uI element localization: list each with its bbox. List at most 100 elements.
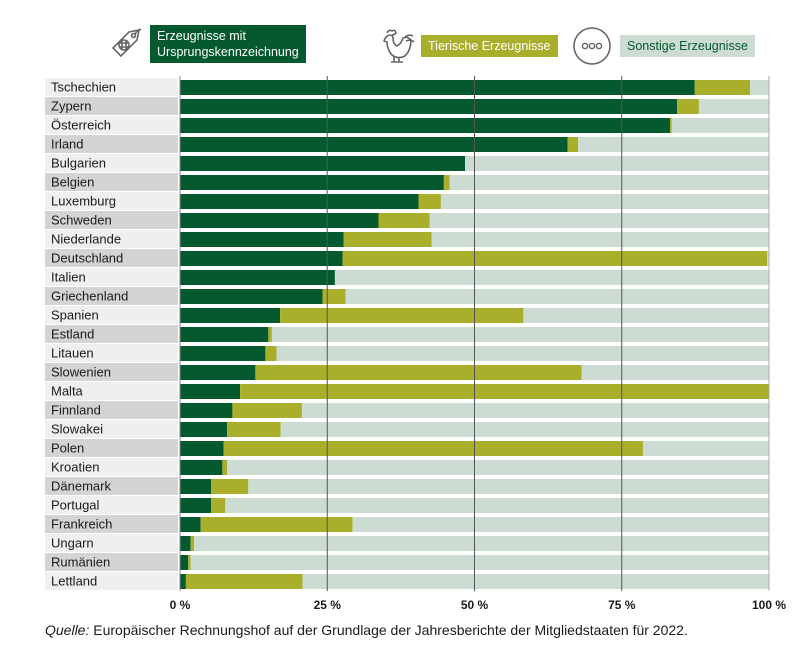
bar-segment-origin xyxy=(180,517,201,532)
category-label: Dänemark xyxy=(51,479,111,494)
category-label-bg xyxy=(45,401,178,419)
bar-segment-animal xyxy=(268,327,272,342)
category-label-bg xyxy=(45,363,178,381)
bar-segment-origin xyxy=(180,441,224,456)
source-caption: Quelle: Europäischer Rechnungshof auf de… xyxy=(45,622,688,638)
bar-segment-animal xyxy=(280,308,524,323)
bar-segment-other xyxy=(642,441,769,456)
rooster-icon xyxy=(375,24,419,68)
bar-segment-other xyxy=(581,365,769,380)
bar-segment-animal xyxy=(200,517,353,532)
bar-segment-animal xyxy=(322,289,346,304)
bar-segment-other xyxy=(698,99,769,114)
category-label-bg xyxy=(45,97,178,115)
category-label: Spanien xyxy=(51,308,99,323)
category-label-bg xyxy=(45,496,178,514)
bar-segment-origin xyxy=(180,555,189,570)
category-label: Tschechien xyxy=(51,80,116,95)
category-label: Österreich xyxy=(51,118,111,133)
bar-segment-other xyxy=(276,346,769,361)
bar-segment-other xyxy=(225,498,769,513)
bar-segment-other xyxy=(449,175,769,190)
category-label-bg xyxy=(45,477,178,495)
category-label: Finnland xyxy=(51,403,101,418)
category-label-bg xyxy=(45,192,178,210)
category-label: Portugal xyxy=(51,498,100,513)
bar-segment-other xyxy=(194,536,770,551)
category-label: Irland xyxy=(51,137,84,152)
bar-segment-origin xyxy=(180,156,466,171)
bar-segment-animal xyxy=(211,479,249,494)
legend-label-line1: Erzeugnisse mit xyxy=(157,29,246,43)
bar-segment-other xyxy=(750,80,769,95)
bar-segment-animal xyxy=(185,574,303,589)
bar-segment-other xyxy=(345,289,769,304)
category-label-bg xyxy=(45,534,178,552)
bar-segment-origin xyxy=(180,194,419,209)
bar-segment-other xyxy=(523,308,769,323)
category-label: Kroatien xyxy=(51,460,99,475)
bar-segment-origin xyxy=(180,270,335,285)
legend-label-animal: Tierische Erzeugnisse xyxy=(421,35,558,57)
category-label-bg xyxy=(45,458,178,476)
bar-segment-other xyxy=(302,574,769,589)
bar-segment-origin xyxy=(180,498,212,513)
bar-segment-animal xyxy=(255,365,582,380)
x-tick-label: 0 % xyxy=(170,598,191,612)
bar-segment-origin xyxy=(180,384,241,399)
category-label: Niederlande xyxy=(51,232,121,247)
price-tag-icon xyxy=(103,22,147,66)
bar-segment-animal xyxy=(222,460,228,475)
category-label-bg xyxy=(45,287,178,305)
legend-label-other: Sonstige Erzeugnisse xyxy=(620,35,755,57)
bar-segment-origin xyxy=(180,346,266,361)
bar-segment-animal xyxy=(227,422,281,437)
category-label: Luxemburg xyxy=(51,194,116,209)
legend-label-origin: Erzeugnisse mit Ursprungskennzeichnung xyxy=(150,25,306,63)
bar-segment-other xyxy=(440,194,769,209)
bar-segment-other xyxy=(578,137,769,152)
bar-segment-animal xyxy=(343,232,432,247)
bar-segment-animal xyxy=(418,194,441,209)
category-label-bg xyxy=(45,173,178,191)
category-label-bg xyxy=(45,325,178,343)
bar-segment-origin xyxy=(180,308,281,323)
category-label: Frankreich xyxy=(51,517,112,532)
bar-segment-animal xyxy=(190,536,195,551)
bar-segment-animal xyxy=(223,441,643,456)
category-label: Italien xyxy=(51,270,86,285)
category-label-bg xyxy=(45,553,178,571)
bar-segment-other xyxy=(280,422,769,437)
source-label: Quelle: xyxy=(45,622,90,638)
bar-segment-animal xyxy=(443,175,450,190)
category-label-bg xyxy=(45,515,178,533)
category-label: Griechenland xyxy=(51,289,128,304)
bar-segment-animal xyxy=(240,384,769,399)
bar-segment-origin xyxy=(180,289,323,304)
x-tick-label: 100 % xyxy=(752,598,786,612)
category-label-bg xyxy=(45,572,178,590)
bar-segment-other xyxy=(248,479,770,494)
category-label: Belgien xyxy=(51,175,94,190)
bar-segment-animal xyxy=(670,118,672,133)
legend: Erzeugnisse mit Ursprungskennzeichnung T… xyxy=(0,20,803,70)
category-label-bg xyxy=(45,211,178,229)
legend-label-line2: Ursprungskennzeichnung xyxy=(157,45,299,59)
bar-segment-origin xyxy=(180,422,228,437)
bar-segment-origin xyxy=(180,479,212,494)
category-label: Zypern xyxy=(51,99,91,114)
bar-segment-other xyxy=(352,517,769,532)
category-label-bg xyxy=(45,249,178,267)
bar-segment-origin xyxy=(180,118,671,133)
bar-segment-origin xyxy=(180,99,678,114)
bar-segment-origin xyxy=(180,536,191,551)
bar-segment-origin xyxy=(180,80,695,95)
bar-segment-animal xyxy=(567,137,579,152)
category-label-bg xyxy=(45,420,178,438)
bar-segment-other xyxy=(190,555,770,570)
bar-segment-other xyxy=(431,232,769,247)
category-label-bg xyxy=(45,154,178,172)
category-label: Litauen xyxy=(51,346,94,361)
stacked-bar-chart: Tschechien Zypern Österreich Irland Bulgarie… xyxy=(45,76,786,612)
bar-segment-origin xyxy=(180,213,379,228)
